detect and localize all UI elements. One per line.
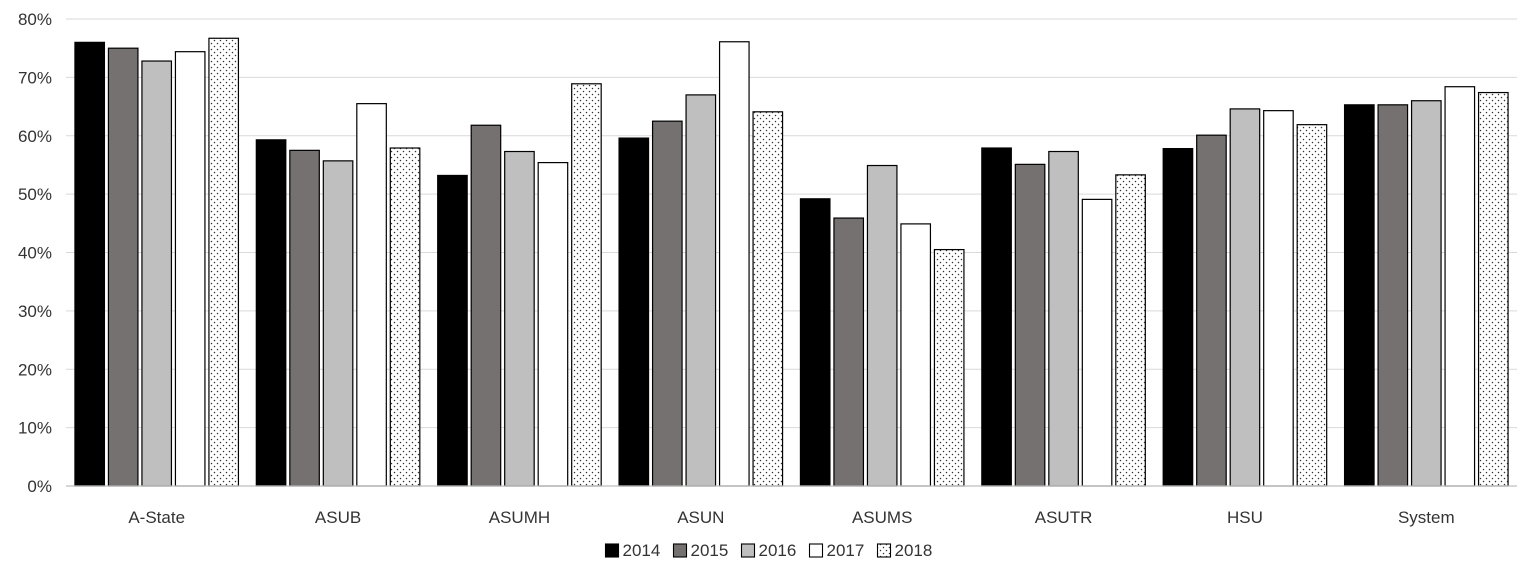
category-label: System [1398, 508, 1455, 527]
bar-2016-a-state [141, 60, 173, 487]
bar-2016-system [1410, 100, 1442, 487]
y-tick-label: 50% [18, 185, 52, 204]
category-label: ASUTR [1035, 508, 1093, 527]
bar-2014-asub [255, 139, 287, 487]
bar-2018-asumh [571, 83, 602, 487]
y-tick-label: 30% [18, 302, 52, 321]
bar-2015-asums [833, 217, 865, 487]
y-tick-label: 20% [18, 360, 52, 379]
bar-2018-asums [933, 248, 965, 487]
legend-label: 2017 [827, 541, 865, 560]
legend-swatch-2015 [672, 543, 688, 558]
bar-2017-a-state [174, 51, 206, 487]
y-tick-label: 0% [27, 477, 52, 496]
bar-2017-asums [900, 223, 932, 487]
bar-2017-asumh [537, 162, 569, 487]
bar-2017-asub [356, 103, 387, 487]
bar-2014-a-state [74, 41, 106, 487]
bar-2014-asutr [981, 147, 1012, 487]
bar-2014-system [1343, 104, 1375, 487]
y-tick-labels: 0% 10% 20% 30% 40% 50% 60% 70% 80% [18, 10, 52, 496]
bars [74, 37, 1509, 487]
legend-label: 2016 [759, 541, 797, 560]
category-label: A-State [128, 508, 185, 527]
category-label: ASUMS [852, 508, 912, 527]
bar-2017-asun [718, 41, 750, 487]
bar-2016-hsu [1229, 108, 1261, 487]
bar-2017-hsu [1263, 110, 1294, 487]
bar-2016-asumh [504, 150, 535, 487]
bar-2018-asutr [1115, 174, 1146, 487]
bar-2015-a-state [107, 47, 139, 487]
category-labels: A-State ASUB ASUMH ASUN ASUMS ASUTR HSU System [128, 508, 1454, 527]
bar-2016-asun [685, 94, 717, 487]
bar-2018-a-state [208, 37, 240, 487]
bar-2018-system [1477, 91, 1509, 487]
bar-2016-asums [866, 164, 898, 487]
legend-swatch-2014 [604, 543, 620, 558]
bar-2015-asumh [470, 124, 502, 487]
legend-label: 2014 [623, 541, 661, 560]
bar-2015-asub [289, 149, 320, 487]
category-label: HSU [1227, 508, 1263, 527]
bar-2014-hsu [1162, 147, 1194, 487]
legend-label: 2018 [895, 541, 933, 560]
bar-2014-asumh [437, 174, 468, 487]
bar-2018-hsu [1296, 124, 1328, 487]
y-tick-label: 80% [18, 10, 52, 29]
bar-2015-system [1377, 104, 1409, 487]
legend-swatch-2016 [740, 543, 756, 558]
legend: 2014 2015 2016 2017 2018 [604, 541, 933, 560]
bar-2017-system [1444, 86, 1476, 487]
y-tick-label: 40% [18, 244, 52, 263]
bar-2016-asub [322, 160, 354, 487]
legend-swatch-2017 [808, 543, 824, 558]
bar-2015-asun [651, 120, 683, 487]
y-tick-label: 60% [18, 127, 52, 146]
bar-2015-hsu [1196, 134, 1227, 487]
legend-label: 2015 [691, 541, 729, 560]
bar-2014-asun [618, 137, 650, 487]
bar-2015-asutr [1014, 163, 1046, 487]
category-label: ASUB [315, 508, 361, 527]
category-label: ASUN [677, 508, 724, 527]
y-tick-label: 10% [18, 419, 52, 438]
legend-swatch-2018 [876, 543, 892, 558]
bar-2016-asutr [1048, 150, 1079, 487]
bar-2018-asun [752, 111, 784, 487]
category-label: ASUMH [489, 508, 550, 527]
bar-2017-asutr [1081, 198, 1113, 487]
bar-2018-asub [389, 147, 421, 487]
bar-2014-asums [799, 198, 831, 487]
y-tick-label: 70% [18, 68, 52, 87]
